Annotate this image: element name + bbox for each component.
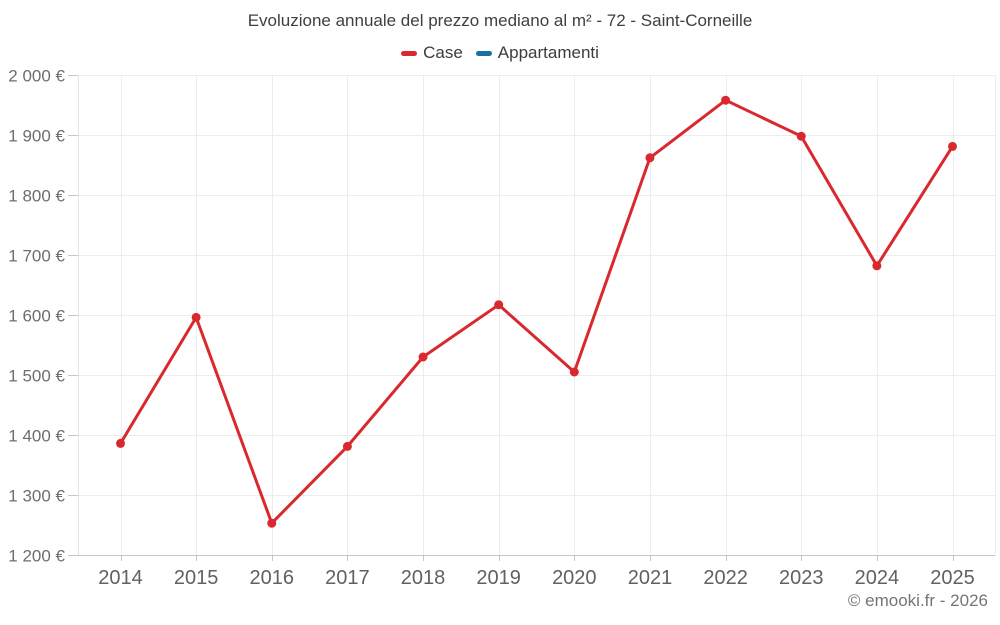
copyright-credit: © emooki.fr - 2026 (847, 591, 988, 610)
x-axis-label: 2020 (552, 567, 597, 589)
y-axis-label: 1 800 € (8, 187, 65, 206)
x-axis-label: 2023 (779, 567, 824, 589)
legend-label: Case (423, 43, 463, 62)
data-point-case-2014[interactable] (116, 438, 125, 448)
series-line-case (119, 98, 954, 525)
x-axis-label: 2015 (174, 567, 219, 589)
x-axis-label: 2022 (703, 567, 748, 589)
x-axis-label: 2024 (855, 567, 900, 589)
legend-swatch-case (401, 50, 418, 56)
x-axis-label: 2019 (476, 567, 521, 589)
legend-label: Appartamenti (497, 43, 599, 62)
legend-swatch-appartamenti (475, 50, 492, 56)
data-point-case-2018[interactable] (418, 352, 428, 362)
data-point-case-2015[interactable] (191, 312, 201, 322)
data-point-case-2022[interactable] (721, 95, 731, 105)
x-axis-label: 2017 (325, 567, 370, 589)
legend-item-appartamenti[interactable]: Appartamenti (475, 43, 599, 63)
y-axis-label: 1 300 € (8, 487, 65, 506)
x-axis-label: 2021 (628, 567, 673, 589)
x-axis-label: 2016 (250, 567, 295, 589)
y-axis-label: 1 600 € (8, 307, 65, 326)
y-axis-label: 1 400 € (8, 427, 65, 446)
data-point-case-2023[interactable] (796, 131, 806, 141)
y-axis-label: 1 200 € (8, 547, 65, 566)
y-axis-label: 1 900 € (8, 127, 65, 146)
chart-title: Evoluzione annuale del prezzo mediano al… (247, 11, 753, 30)
data-point-case-2016[interactable] (267, 518, 277, 528)
y-axis-label: 2 000 € (8, 67, 65, 86)
data-point-case-2017[interactable] (342, 441, 352, 451)
x-axis-label: 2025 (930, 567, 975, 589)
legend-item-case[interactable]: Case (401, 43, 463, 63)
data-point-case-2021[interactable] (645, 153, 655, 163)
x-axis-label: 2018 (401, 567, 446, 589)
y-axis-label: 1 700 € (8, 247, 65, 266)
data-point-case-2025[interactable] (948, 141, 957, 151)
data-point-case-2020[interactable] (569, 367, 579, 377)
y-axis-label: 1 500 € (8, 367, 65, 386)
chart-legend: Case Appartamenti (0, 43, 1000, 63)
x-axis-label: 2014 (98, 567, 143, 589)
data-point-case-2019[interactable] (494, 300, 504, 310)
data-point-case-2024[interactable] (872, 261, 882, 271)
